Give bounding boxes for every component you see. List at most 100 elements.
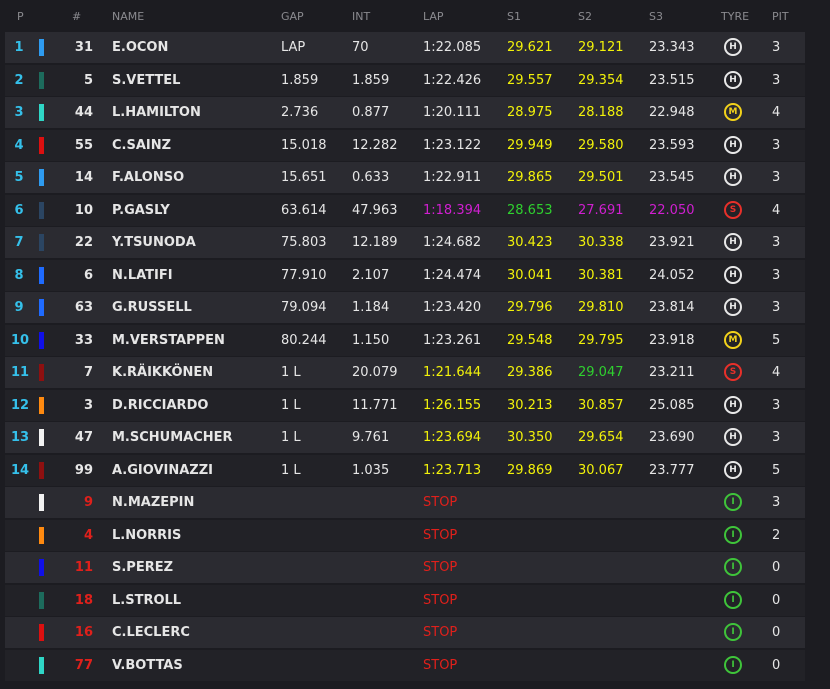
car-number: 11 xyxy=(74,560,93,575)
car-number: 14 xyxy=(74,170,93,185)
team-color-bar xyxy=(39,429,44,446)
pit-count: 4 xyxy=(772,105,781,120)
driver-name: V.BOTTAS xyxy=(112,657,183,673)
sector-time: 29.386 xyxy=(507,365,553,380)
pit-count: 3 xyxy=(772,235,781,250)
sector-time: 30.338 xyxy=(578,235,624,250)
sector-time: 23.593 xyxy=(649,137,695,153)
status: STOP xyxy=(423,657,458,673)
column-header: S1 xyxy=(507,10,521,23)
tyre-icon: H xyxy=(724,38,742,56)
team-color-bar xyxy=(39,624,44,641)
team-color-bar xyxy=(39,494,44,511)
sector-time: 29.501 xyxy=(578,170,624,185)
pit-count: 3 xyxy=(772,40,781,55)
driver-name: M.VERSTAPPEN xyxy=(112,332,225,348)
team-color-bar xyxy=(39,39,44,56)
driver-name: M.SCHUMACHER xyxy=(112,430,233,445)
interval: 1.035 xyxy=(352,462,390,478)
sector-time: 29.654 xyxy=(578,430,624,445)
driver-row: 14 99 A.GIOVINAZZI 1 L 1.035 1:23.713 29.869 30… xyxy=(5,454,805,486)
gap: LAP xyxy=(281,40,306,55)
car-number: 6 xyxy=(83,267,93,283)
lap-time: 1:24.474 xyxy=(423,267,482,283)
driver-name: L.NORRIS xyxy=(112,527,182,543)
sector-time: 23.777 xyxy=(649,462,695,478)
tyre-icon: I xyxy=(724,493,742,511)
driver-row: 9 N.MAZEPIN STOP I 3 xyxy=(5,487,805,518)
pit-count: 3 xyxy=(772,137,781,153)
lap-time: 1:20.111 xyxy=(423,105,482,120)
driver-row: 77 V.BOTTAS STOP I 0 xyxy=(5,649,805,681)
team-color-bar xyxy=(39,656,44,674)
pit-count: 0 xyxy=(772,657,781,673)
driver-row: 13 47 M.SCHUMACHER 1 L 9.761 1:23.694 30.350 29… xyxy=(5,422,805,453)
team-color-bar xyxy=(39,591,44,609)
sector-time: 29.949 xyxy=(507,137,553,153)
pit-count: 0 xyxy=(772,592,781,608)
sector-time: 29.557 xyxy=(507,72,553,88)
column-header: S3 xyxy=(649,10,663,23)
driver-name: S.PEREZ xyxy=(112,560,174,575)
interval: 2.107 xyxy=(352,267,390,283)
team-color-bar xyxy=(39,299,44,316)
gap: 2.736 xyxy=(281,105,319,120)
gap: 1 L xyxy=(281,365,301,380)
sector-time: 25.085 xyxy=(649,397,695,413)
driver-row: 12 3 D.RICCIARDO 1 L 11.771 1:26.155 30.213 30.… xyxy=(5,389,805,421)
driver-name: F.ALONSO xyxy=(112,170,185,185)
sector-time: 23.921 xyxy=(649,235,695,250)
lap-time: 1:23.122 xyxy=(423,137,482,153)
pit-count: 4 xyxy=(772,202,781,218)
team-color-bar xyxy=(39,526,44,544)
sector-time: 29.047 xyxy=(578,365,624,380)
status: STOP xyxy=(423,495,458,510)
pit-count: 2 xyxy=(772,527,781,543)
car-number: 31 xyxy=(74,40,93,55)
interval: 1.859 xyxy=(352,72,390,88)
position: 7 xyxy=(14,235,24,250)
sector-time: 23.211 xyxy=(649,365,695,380)
tyre-icon: M xyxy=(724,103,742,121)
team-color-bar xyxy=(39,71,44,89)
position: 2 xyxy=(14,72,24,88)
lap-time: 1:18.394 xyxy=(423,202,482,218)
interval: 20.079 xyxy=(352,365,398,380)
driver-row: 2 5 S.VETTEL 1.859 1.859 1:22.426 29.557 29.354… xyxy=(5,64,805,96)
pit-count: 4 xyxy=(772,365,781,380)
gap: 1 L xyxy=(281,462,301,478)
car-number: 9 xyxy=(83,495,93,510)
car-number: 5 xyxy=(83,72,93,88)
interval: 12.189 xyxy=(352,235,398,250)
driver-row: 7 22 Y.TSUNODA 75.803 12.189 1:24.682 30.423 30… xyxy=(5,227,805,258)
lap-time: 1:23.261 xyxy=(423,332,482,348)
driver-row: 4 L.NORRIS STOP I 2 xyxy=(5,519,805,551)
position: 14 xyxy=(11,462,30,478)
driver-name: Y.TSUNODA xyxy=(112,235,196,250)
team-color-bar xyxy=(39,461,44,479)
interval: 47.963 xyxy=(352,202,398,218)
status: STOP xyxy=(423,625,458,640)
car-number: 3 xyxy=(83,397,93,413)
lap-time: 1:24.682 xyxy=(423,235,482,250)
position: 8 xyxy=(14,267,24,283)
tyre-icon: H xyxy=(724,395,742,414)
position: 4 xyxy=(14,137,24,153)
interval: 11.771 xyxy=(352,397,398,413)
sector-time: 29.796 xyxy=(507,300,553,315)
column-header: S2 xyxy=(578,10,592,23)
team-color-bar xyxy=(39,169,44,186)
tyre-icon: S xyxy=(724,363,742,381)
interval: 0.633 xyxy=(352,170,390,185)
driver-row: 11 S.PEREZ STOP I 0 xyxy=(5,552,805,583)
position: 1 xyxy=(14,40,24,55)
column-header: PIT xyxy=(772,10,789,23)
gap: 77.910 xyxy=(281,267,327,283)
car-number: 7 xyxy=(83,365,93,380)
driver-row: 10 33 M.VERSTAPPEN 80.244 1.150 1:23.261 29.54… xyxy=(5,324,805,356)
sector-time: 28.653 xyxy=(507,202,553,218)
driver-name: L.STROLL xyxy=(112,592,182,608)
tyre-icon: I xyxy=(724,590,742,609)
sector-time: 22.948 xyxy=(649,105,695,120)
